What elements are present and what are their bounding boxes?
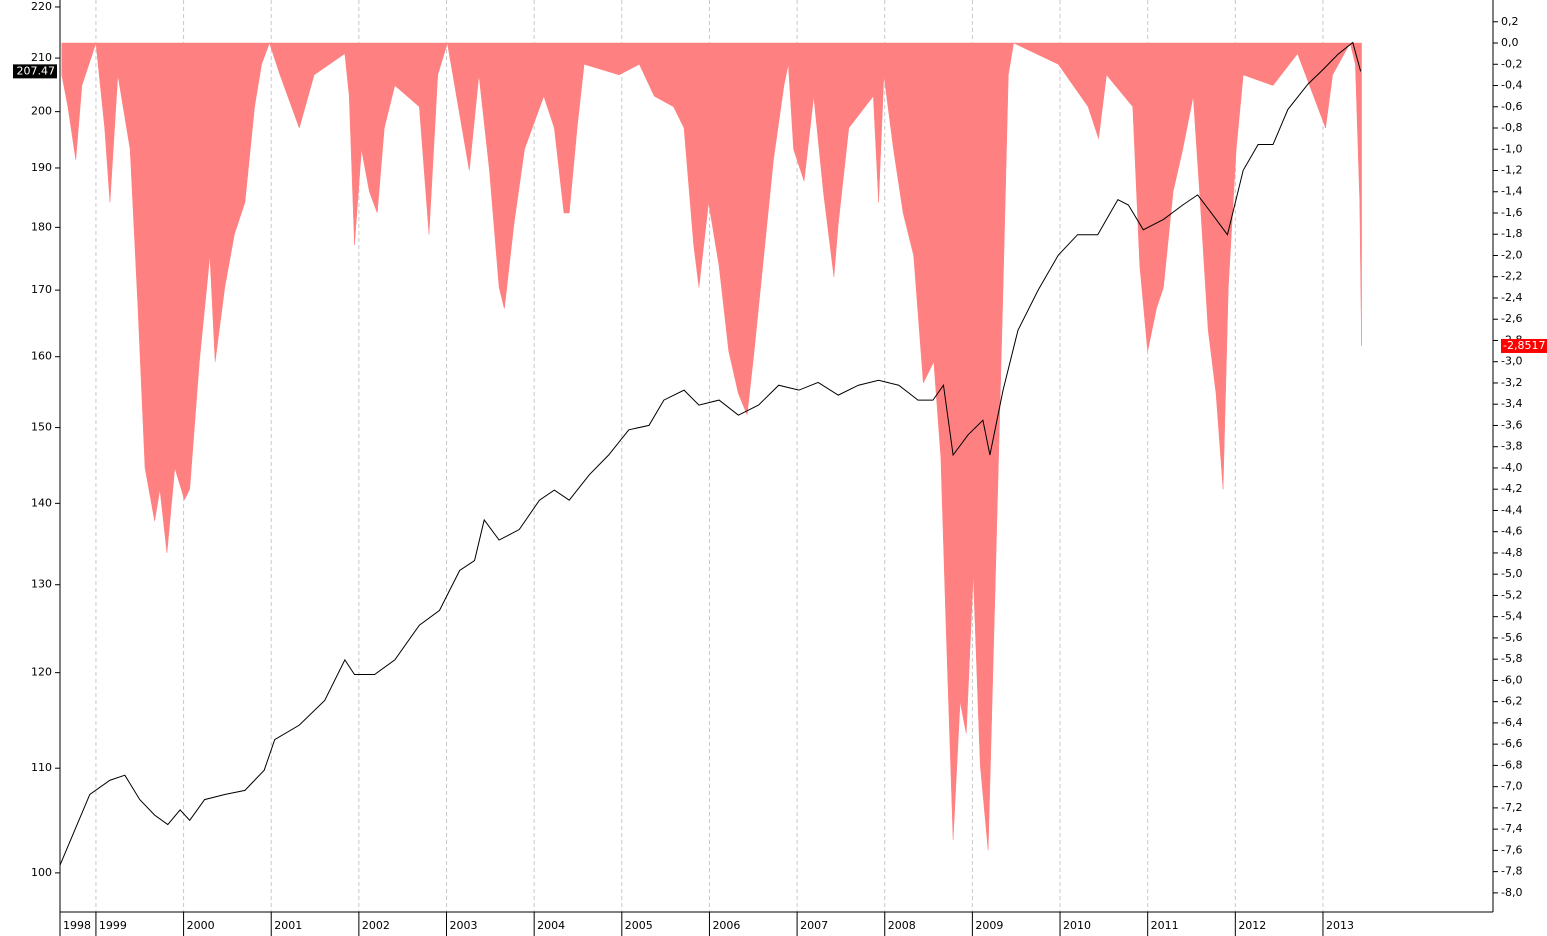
y2-tick-label: -1,6 (1501, 206, 1522, 219)
y2-tick-label: -7,4 (1501, 822, 1522, 835)
y2-tick-label: -5,0 (1501, 567, 1522, 580)
y2-tick-label: -6,6 (1501, 737, 1522, 750)
y2-tick-label: -1,0 (1501, 142, 1522, 155)
y2-tick-label: -4,4 (1501, 503, 1522, 516)
y2-tick-label: -6,2 (1501, 695, 1522, 708)
y2-tick-label: -5,2 (1501, 588, 1522, 601)
x-tick-label: 2007 (800, 919, 828, 932)
y-tick-label: 190 (31, 161, 52, 174)
price-line (59, 41, 1362, 866)
y2-tick-label: -0,2 (1501, 57, 1522, 70)
y2-tick-label: -2,6 (1501, 312, 1522, 325)
y2-tick-label: -3,8 (1501, 440, 1522, 453)
x-tick-label: 2002 (362, 919, 390, 932)
y2-tick-label: -5,4 (1501, 610, 1522, 623)
y2-tick-label: -7,6 (1501, 843, 1522, 856)
x-tick-label: 2013 (1326, 919, 1354, 932)
y-tick-label: 110 (31, 761, 52, 774)
x-tick-label: 2009 (975, 919, 1003, 932)
y-tick-label: 200 (31, 105, 52, 118)
y2-tick-label: -6,8 (1501, 758, 1522, 771)
y-tick-label: 220 (31, 0, 52, 13)
y2-tick-label: 0,0 (1501, 36, 1519, 49)
y2-tick-label: -1,4 (1501, 185, 1522, 198)
y-tick-label: 170 (31, 283, 52, 296)
y2-tick-label: -4,8 (1501, 546, 1522, 559)
y2-tick-label: -8,0 (1501, 886, 1522, 899)
x-tick-label: 1999 (99, 919, 127, 932)
y2-tick-label: -1,2 (1501, 164, 1522, 177)
x-tick-label: 2005 (625, 919, 653, 932)
value-badge: 207.47 (13, 64, 57, 79)
y2-tick-label: -5,6 (1501, 631, 1522, 644)
y2-tick-label: -5,8 (1501, 652, 1522, 665)
y2-tick-label: -7,0 (1501, 780, 1522, 793)
y2-tick-label: -4,6 (1501, 525, 1522, 538)
y2-tick-label: -0,6 (1501, 100, 1522, 113)
y-tick-label: 130 (31, 578, 52, 591)
y-tick-label: 140 (31, 496, 52, 509)
y2-tick-label: -6,0 (1501, 673, 1522, 686)
x-tick-label: 2003 (450, 919, 478, 932)
y2-tick-label: -3,2 (1501, 376, 1522, 389)
y2-tick-label: -3,0 (1501, 355, 1522, 368)
y-tick-label: 150 (31, 421, 52, 434)
drawdown-area (61, 42, 1362, 851)
x-tick-label: 2011 (1151, 919, 1179, 932)
y2-tick-label: -4,2 (1501, 482, 1522, 495)
y2-tick-label: -7,8 (1501, 865, 1522, 878)
x-tick-label: 2000 (187, 919, 215, 932)
y2-tick-label: -7,2 (1501, 801, 1522, 814)
badge-box (13, 64, 57, 79)
badge-label: -2,8517 (1503, 339, 1545, 352)
y-tick-label: 210 (31, 51, 52, 64)
y-tick-label: 160 (31, 350, 52, 363)
x-tick-label: 2010 (1063, 919, 1091, 932)
x-tick-label: 2008 (888, 919, 916, 932)
y2-tick-label: -1,8 (1501, 227, 1522, 240)
y-tick-label: 120 (31, 666, 52, 679)
y2-tick-label: -6,4 (1501, 716, 1522, 729)
x-tick-label: 2006 (712, 919, 740, 932)
y2-tick-label: -4,0 (1501, 461, 1522, 474)
badge-label: 207.47 (17, 64, 56, 77)
y-tick-label: 180 (31, 220, 52, 233)
value-badge: -2,8517 (1501, 338, 1547, 353)
y2-tick-label: 0,2 (1501, 15, 1519, 28)
y2-tick-label: -2,2 (1501, 270, 1522, 283)
y2-tick-label: -0,8 (1501, 121, 1522, 134)
y2-tick-label: -2,4 (1501, 291, 1522, 304)
y-tick-label: 100 (31, 866, 52, 879)
x-tick-label: 1998 (63, 919, 91, 932)
y2-tick-label: -3,6 (1501, 418, 1522, 431)
x-tick-label: 2004 (537, 919, 565, 932)
badge-box (1501, 338, 1547, 353)
y2-tick-label: -2,0 (1501, 248, 1522, 261)
y2-tick-label: -3,4 (1501, 397, 1522, 410)
x-tick-label: 2012 (1238, 919, 1266, 932)
x-tick-label: 2001 (274, 919, 302, 932)
y2-tick-label: -0,4 (1501, 79, 1522, 92)
